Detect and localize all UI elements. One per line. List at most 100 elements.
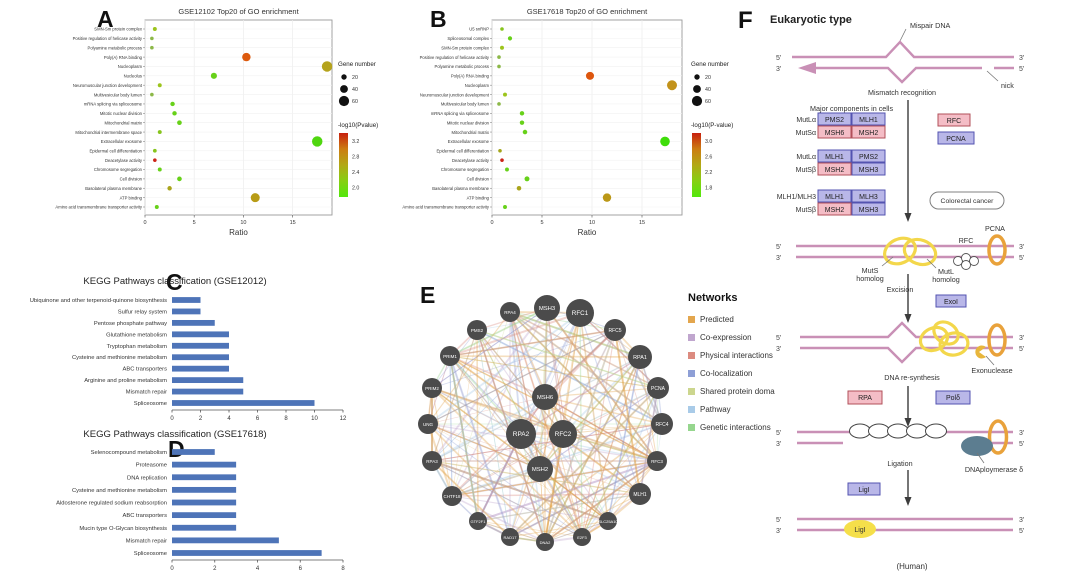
size-legend-dot (693, 85, 701, 93)
strand-end: 5' (1019, 255, 1024, 262)
y-axis-label: Chromosome segregation (441, 167, 490, 172)
y-axis-label: Epidermal cell differentiation (89, 148, 142, 153)
x-tick-label: 0 (170, 416, 174, 422)
network-edge (427, 423, 546, 543)
network-node-label: RFC3 (651, 459, 663, 464)
network-edge (544, 460, 658, 543)
polymerase-pointer (976, 452, 985, 464)
y-axis-label: Neuromuscular junction development (420, 92, 490, 97)
polymerase-blob (961, 436, 993, 456)
network-edge (509, 311, 658, 462)
network-legend-item: Pathway (688, 400, 808, 418)
network-edge (520, 433, 609, 522)
pcna-clamp-ring (987, 234, 1007, 266)
network-edge (520, 423, 663, 435)
nick-pointer-line (986, 70, 999, 82)
y-axis-label: Cell division (120, 177, 143, 182)
pcna-clamp-ring (987, 323, 1007, 357)
network-edge (539, 468, 609, 522)
legend-swatch-icon (688, 369, 695, 377)
network-edge (544, 433, 564, 543)
go-dot (503, 205, 507, 209)
network-edge (451, 433, 564, 497)
color-legend-value: 3.2 (352, 139, 359, 145)
go-dot (157, 130, 162, 135)
network-edge (431, 329, 478, 462)
protein-box (851, 202, 886, 216)
protein-complex-groups: MutLα PMS2 MLH1 MutSα MSH6 MSH2 MutLα MLH1 PMS2 M… (777, 112, 886, 216)
network-edge (509, 387, 659, 538)
network-edge (544, 307, 548, 398)
kegg-barchart-c: KEGG Pathways classification (GSE12012) U… (30, 276, 347, 422)
protein-box (817, 202, 852, 216)
go-dot (507, 36, 513, 41)
network-edge (581, 356, 641, 538)
network-legend: Networks Predicted Co-expression Physical … (688, 292, 808, 436)
legend-swatch-icon (688, 351, 695, 359)
legend-swatch-icon (688, 315, 695, 323)
network-edge (544, 396, 658, 462)
go-dot (519, 111, 525, 116)
go-dot (497, 102, 501, 106)
network-edge (451, 329, 616, 497)
x-tick-label: 10 (240, 220, 246, 226)
pcna-clamp-ring (987, 419, 1009, 455)
network-edge (614, 329, 641, 495)
network-edge (539, 468, 609, 522)
y-axis-label: Spliceosome (134, 401, 167, 407)
network-edge (509, 311, 659, 389)
network-edge (607, 356, 641, 522)
network-edge (539, 312, 581, 470)
network-edge (449, 355, 541, 470)
dna-polymerase-label: DNAploymerase δ (965, 465, 1023, 474)
y-axis-label: Mitochondrial intermembrane space (75, 130, 142, 135)
network-edge (544, 433, 564, 543)
network-edge (520, 356, 641, 435)
go-dot (667, 80, 677, 91)
network-edge (451, 423, 663, 497)
y-axis-label: Basolateral plasma membrane (432, 186, 489, 191)
bar (172, 550, 322, 556)
panel-label-c: C (166, 269, 183, 295)
human-label: (Human) (896, 562, 927, 571)
network-edge (544, 307, 548, 398)
go-dot (172, 111, 177, 116)
network-edge (477, 460, 658, 522)
y-axis-label: Deacetylase activity (105, 158, 143, 163)
go-dot (500, 158, 504, 162)
network-node-label: RFC5 (608, 328, 621, 334)
network-edge (449, 355, 479, 522)
network-edge (544, 396, 641, 495)
network-edge (476, 329, 659, 389)
network-node (536, 533, 554, 551)
network-edge (449, 355, 541, 470)
go-dot (585, 71, 595, 80)
network-node-label: SLC25A10 (598, 519, 618, 524)
network-edge (449, 355, 453, 497)
network-node (628, 345, 652, 369)
y-axis-label: Mismatch repair (126, 390, 167, 396)
network-edge (449, 355, 641, 358)
network-edge (427, 423, 583, 538)
network-edge (431, 387, 583, 538)
network-edge (451, 329, 478, 497)
strand-end: 5' (776, 430, 781, 437)
network-node-label: MLH1 (633, 492, 647, 498)
nick-label: nick (1001, 81, 1014, 90)
colorectal-cancer-outline (929, 191, 1005, 210)
y-axis-label: Cysteine and methionine metabolism (72, 355, 167, 361)
legend-label: Physical interactions (700, 350, 773, 360)
rfc-pcna-boxes: RFC PCNA (937, 113, 975, 145)
mispair-dna-duplex: Mispair DNA nick 5' 3' 3' 5' Mismatch re… (776, 21, 1024, 97)
network-node (418, 414, 438, 434)
bar (172, 365, 229, 372)
protein-box-label: MSH2 (825, 207, 845, 214)
network-edge (539, 468, 609, 522)
network-edge (451, 433, 522, 497)
network-edge (477, 433, 522, 522)
bar (172, 499, 237, 506)
network-node (604, 319, 626, 341)
rfc-subunit (961, 260, 971, 270)
network-edge (614, 329, 663, 425)
network-edge (476, 329, 663, 425)
